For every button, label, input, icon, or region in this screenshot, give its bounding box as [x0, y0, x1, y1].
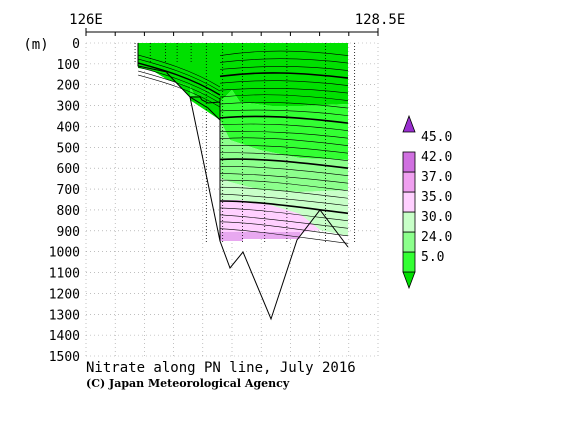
contour-line: [219, 131, 349, 139]
top-axis-label-left: 126E: [69, 12, 103, 28]
fill-band-light-green: [220, 120, 348, 192]
contour-line: [219, 94, 349, 101]
contour-line: [219, 123, 349, 131]
colorbar-segment: [402, 251, 416, 273]
depth-tick-label: 1200: [49, 287, 80, 302]
colorbar-segment: [402, 151, 416, 173]
contour-line: [219, 172, 349, 184]
depth-tick-label: 0: [72, 37, 80, 52]
contour-line: [219, 166, 349, 177]
depth-tick-label: 1100: [49, 267, 80, 282]
contour-line: [219, 158, 349, 169]
contour-line: [219, 109, 349, 116]
colorbar-segment: [402, 231, 416, 253]
colorbar-label: 5.0: [421, 250, 444, 265]
colorbar-segment: [402, 171, 416, 193]
colorbar-label: 37.0: [421, 170, 452, 185]
contour-line: [219, 152, 349, 161]
contour-line: [219, 207, 349, 222]
depth-axis: 0 100 200 300 400 500 600 700 800 900 1000 1100 1200…: [49, 37, 80, 365]
colorbar-label: 24.0: [421, 230, 452, 245]
colorbar-label: 45.0: [421, 130, 452, 145]
fill-slope-box: [190, 96, 220, 120]
contour-line: [219, 221, 349, 237]
fill-band-pale-green: [220, 178, 348, 236]
contour-line: [219, 88, 349, 94]
contour-line: [219, 50, 349, 56]
colorbar-label: 35.0: [421, 190, 452, 205]
top-axis-minor-ticks: [114, 32, 350, 36]
contour-line: [219, 58, 349, 64]
colorbar-segment: [402, 191, 416, 213]
contour-line-shelf: [137, 54, 221, 88]
contour-line: [219, 186, 349, 199]
depth-tick-label: 400: [57, 120, 80, 135]
depth-tick-label: 200: [57, 79, 80, 94]
bathymetry-line: [137, 43, 349, 321]
depth-tick-label: 1000: [49, 246, 80, 261]
top-axis: 126E 128.5E: [69, 12, 405, 36]
depth-tick-label: 1300: [49, 308, 80, 323]
colorbar-segment: [402, 211, 416, 233]
contour-line: [219, 193, 349, 207]
depth-tick-label: 900: [57, 225, 80, 240]
depth-tick-label: 1500: [49, 350, 80, 365]
fill-band-magenta: [220, 232, 300, 241]
contour-line: [219, 72, 349, 79]
contour-line: [219, 80, 349, 86]
contour-line: [219, 102, 349, 109]
contour-line-shelf: [137, 66, 221, 100]
slope-wall: [189, 96, 221, 242]
contour-line-shelf: [137, 74, 221, 108]
depth-tick-label: 100: [57, 58, 80, 73]
chart-credit: (C) Japan Meteorological Agency: [86, 377, 290, 390]
depth-tick-label: 500: [57, 141, 80, 156]
contour-line: [219, 115, 349, 124]
contour-line: [219, 137, 349, 146]
contour-line: [219, 228, 349, 244]
chart-title: Nitrate along PN line, July 2016: [86, 360, 356, 376]
colorbar-label: 42.0: [421, 150, 452, 165]
contour-line-shelf: [137, 58, 221, 92]
depth-tick-label: 300: [57, 100, 80, 115]
bathymetry-detail: [190, 96, 221, 104]
contour-line: [219, 200, 349, 215]
depth-tick-label: 700: [57, 183, 80, 198]
fill-band-shelf: [138, 66, 220, 120]
contour-line-shelf: [137, 62, 221, 96]
depth-tick-label: 800: [57, 204, 80, 219]
top-axis-label-right: 128.5E: [355, 12, 406, 28]
contour-line: [219, 145, 349, 154]
depth-tick-label: 600: [57, 162, 80, 177]
depth-unit-label: (m): [23, 37, 48, 53]
colorbar-label: 30.0: [421, 210, 452, 225]
colorbar: 45.0 42.0 37.0 35.0 30.0 24.0 5.0: [402, 114, 452, 290]
depth-tick-label: 1400: [49, 329, 80, 344]
contour-line: [219, 179, 349, 192]
colorbar-end-low: [402, 271, 416, 290]
contour-lines: [137, 50, 349, 244]
station-lines: [134, 43, 356, 244]
colorbar-end-high: [402, 114, 416, 133]
contour-line: [219, 66, 349, 71]
